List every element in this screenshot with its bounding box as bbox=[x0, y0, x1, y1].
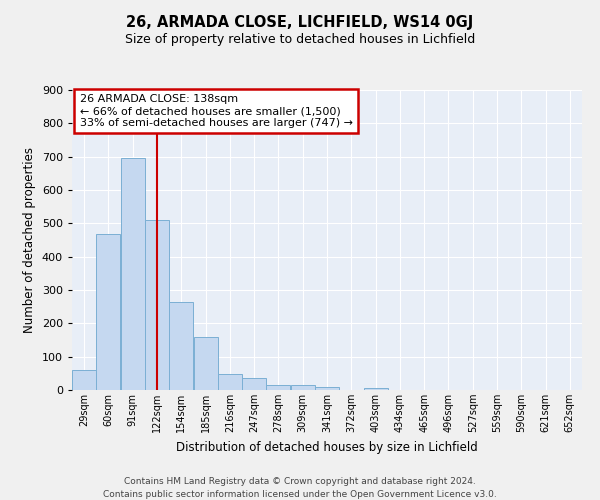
Text: Contains HM Land Registry data © Crown copyright and database right 2024.: Contains HM Land Registry data © Crown c… bbox=[124, 478, 476, 486]
Bar bbox=[266, 386, 290, 390]
Bar bbox=[194, 336, 218, 390]
Bar bbox=[315, 386, 339, 390]
Text: 26 ARMADA CLOSE: 138sqm
← 66% of detached houses are smaller (1,500)
33% of semi: 26 ARMADA CLOSE: 138sqm ← 66% of detache… bbox=[80, 94, 353, 128]
Text: 26, ARMADA CLOSE, LICHFIELD, WS14 0GJ: 26, ARMADA CLOSE, LICHFIELD, WS14 0GJ bbox=[127, 15, 473, 30]
Bar bbox=[72, 370, 96, 390]
Bar bbox=[290, 385, 315, 390]
Bar bbox=[145, 220, 169, 390]
Bar bbox=[121, 158, 145, 390]
Y-axis label: Number of detached properties: Number of detached properties bbox=[23, 147, 36, 333]
Text: Size of property relative to detached houses in Lichfield: Size of property relative to detached ho… bbox=[125, 32, 475, 46]
Bar bbox=[242, 378, 266, 390]
Bar bbox=[364, 388, 388, 390]
Bar bbox=[218, 374, 242, 390]
X-axis label: Distribution of detached houses by size in Lichfield: Distribution of detached houses by size … bbox=[176, 440, 478, 454]
Text: Contains public sector information licensed under the Open Government Licence v3: Contains public sector information licen… bbox=[103, 490, 497, 499]
Bar bbox=[97, 234, 121, 390]
Bar bbox=[169, 302, 193, 390]
